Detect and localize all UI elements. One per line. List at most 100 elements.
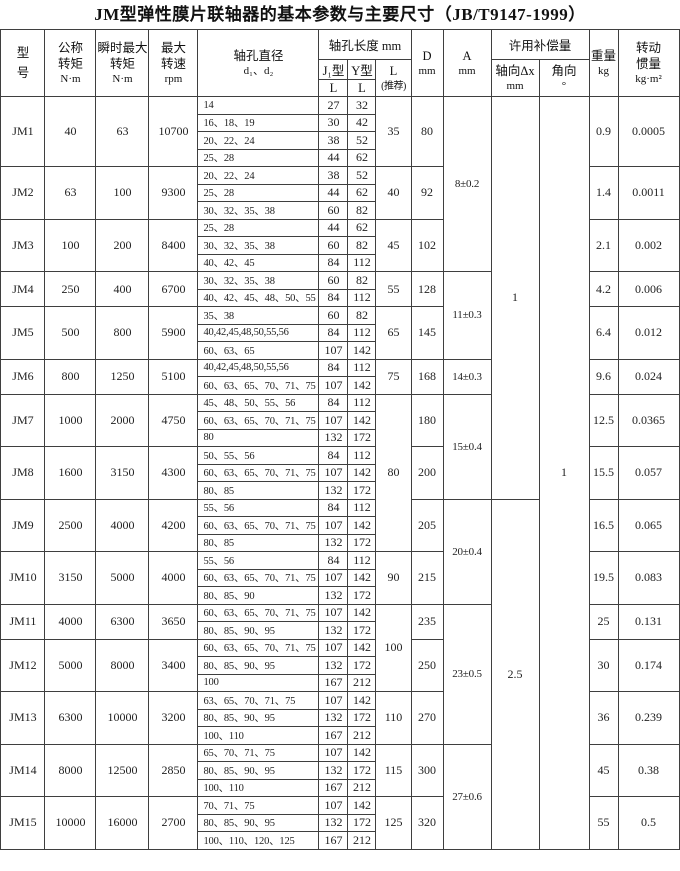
cell: 0.0011 [617,166,680,220]
cell: 35、38 [197,306,320,325]
cell: 132 [318,813,349,832]
cell: 112 [347,288,377,307]
column-header-a: A mm [442,29,492,97]
cell: 167 [318,673,349,692]
cell: 107 [318,376,349,395]
cell: 52 [347,166,377,185]
cell: 82 [347,306,377,325]
cell: 172 [347,761,377,780]
cell: 50、55、56 [197,446,320,465]
cell: 55、56 [197,551,320,570]
cell: 5000 [44,638,97,692]
cell: 2850 [148,743,199,797]
cell: JM1 [0,96,46,167]
table-row: JM6 800 1250 5100 40,42,45,48,50,55,56 84 112 7… [0,358,680,395]
cell: 112 [347,358,377,377]
cell: 63 [44,166,97,220]
cell: 84 [318,446,349,465]
cell: 0.9 [588,96,619,167]
cell: 84 [318,288,349,307]
cell: 142 [347,376,377,395]
cell: 132 [318,586,349,605]
cell: 80 [375,393,412,552]
cell: 3150 [95,446,150,500]
cell: JM15 [0,796,46,850]
cell: 14±0.3 [442,358,492,395]
cell: 172 [347,813,377,832]
column-header-l-recommended: L (推荐) [375,59,412,97]
cell: 142 [347,341,377,360]
cell: 32 [347,96,377,115]
cell: 45 [588,743,619,797]
cell: 107 [318,691,349,710]
cell: 6.4 [588,306,619,360]
header-line: D [422,49,432,64]
header-line: 最大 [160,41,186,56]
column-header-peak-torque: 瞬时最大 转矩 N·m [95,29,150,97]
cell: 107 [318,568,349,587]
column-header-y-type: Y型 [347,59,377,80]
cell: 60、63、65、70、71、75 [197,463,320,482]
column-header-j-l: L [318,79,349,97]
table-row: 80、85、90、95 132 172 [1,761,679,780]
cell: JM13 [0,691,46,745]
table-row: 80、85、90、95 132 172 [1,621,679,640]
cell: 45、48、50、55、56 [197,393,320,412]
cell: 80、85、90、95 [197,761,320,780]
cell: 205 [410,498,444,552]
cell: 180 [410,393,444,447]
table-body: JM1 40 63 10700 14 27 32 35 80 8±0.2 1 1 0.9 0.0005 16… [0,96,680,850]
cell: 27±0.6 [442,743,492,850]
header-line: (推荐) [381,80,406,92]
cell: 0.174 [617,638,680,692]
cell: 60 [318,306,349,325]
cell: 107 [318,796,349,815]
cell: 60、63、65 [197,341,320,360]
header-line: 转动 [636,41,662,56]
cell: JM5 [0,306,46,360]
cell: 0.5 [617,796,680,850]
cell: 200 [95,218,150,272]
header-unit: mm [418,64,436,77]
cell: JM11 [0,603,46,640]
header-unit: N·m [60,72,81,85]
cell: 2.5 [490,498,540,850]
header-line: 型 [16,46,30,61]
cell: 5900 [148,306,199,360]
table-row: JM9 2500 4000 4200 55、56 84 112 205 20±0.4 2.5 16.… [0,498,680,850]
column-header-d: D mm [410,29,444,97]
header-unit: rpm [164,72,183,85]
cell: 132 [318,621,349,640]
cell: 80、85、90 [197,586,320,605]
cell: 6300 [95,603,150,640]
cell: 90 [375,551,412,605]
cell: 65 [375,306,412,360]
cell: 0.38 [617,743,680,797]
cell: JM8 [0,446,46,500]
cell: 0.131 [617,603,680,640]
column-header-nominal-torque: 公称 转矩 N·m [44,29,97,97]
table-row: 80、85、90、95 132 172 [1,708,679,727]
table-row: 100、110、120、125 167 212 [1,831,679,850]
cell: JM12 [0,638,46,692]
header-unit: d₁、d₂ [243,64,274,77]
cell: 27 [318,96,349,115]
cell: 38 [318,131,349,150]
cell: 250 [410,638,444,692]
cell: 1250 [95,358,150,395]
cell: 167 [318,726,349,745]
cell: 82 [347,271,377,290]
cell: 0.012 [617,306,680,360]
cell: JM2 [0,166,46,220]
header-line: 惯量 [636,57,662,72]
cell: 40 [44,96,97,167]
cell: 3400 [148,638,199,692]
cell: 84 [318,358,349,377]
cell: 10700 [148,96,199,167]
cell: 16.5 [588,498,619,552]
cell: 55 [588,796,619,850]
cell: 80、85、90、95 [197,656,320,675]
column-header-max-speed: 最大 转速 rpm [148,29,199,97]
header-line: A [462,49,472,64]
